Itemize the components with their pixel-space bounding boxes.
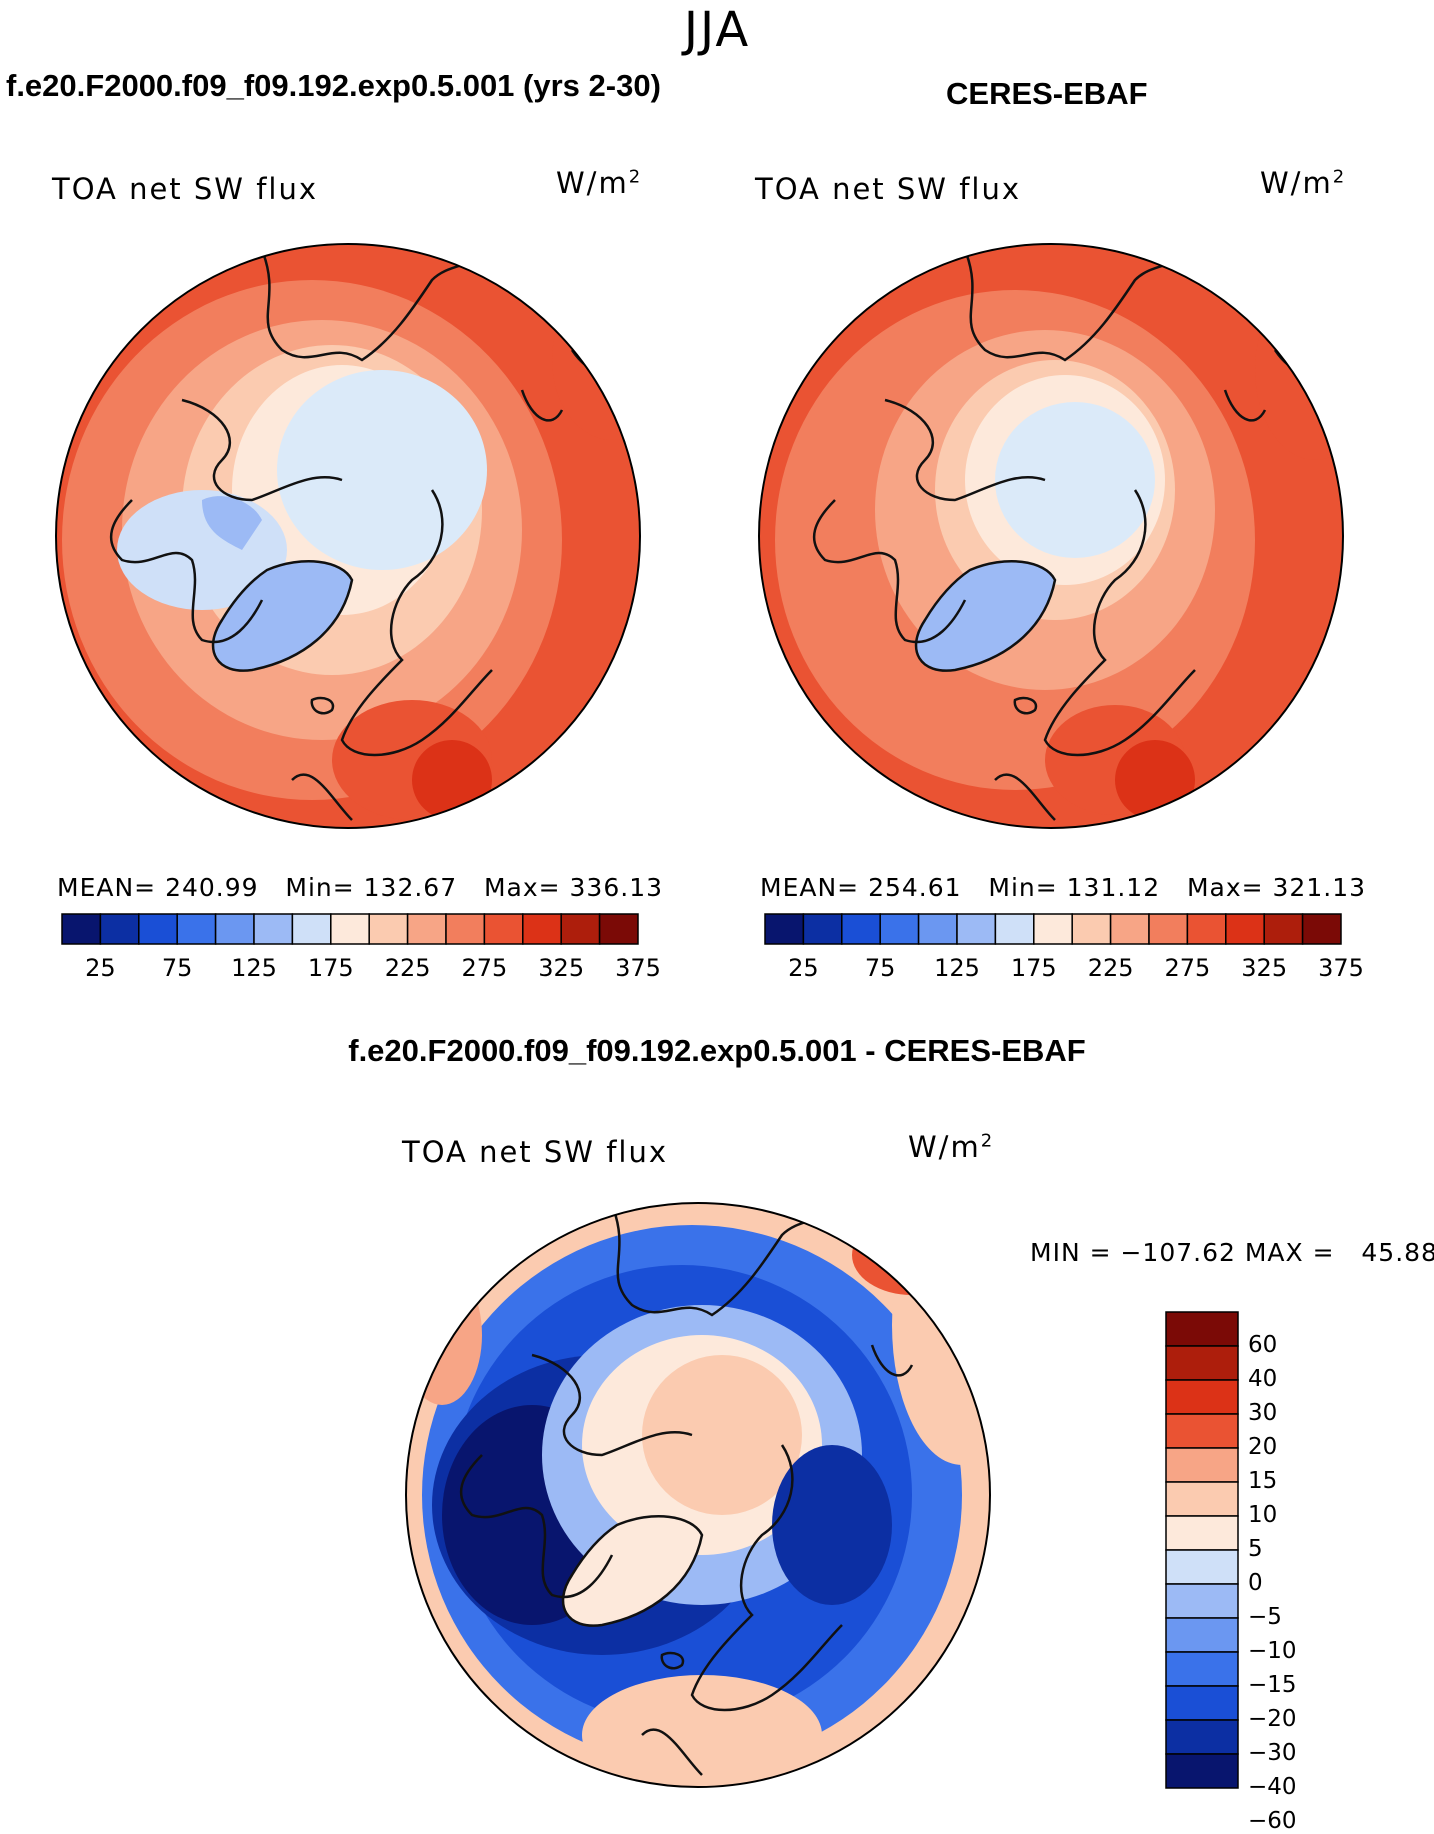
model-colorbar-tick-label: 75 — [161, 954, 193, 982]
obs-colorbar-swatch — [879, 913, 920, 945]
model-colorbar-swatch — [61, 913, 102, 945]
model-colorbar-swatch — [138, 913, 178, 945]
model-colorbar-tick-label: 375 — [615, 954, 661, 982]
obs-stats: MEAN= 254.61 Min= 131.12 Max= 321.13 — [760, 873, 1367, 902]
obs-colorbar-tick-label: 25 — [788, 954, 819, 982]
obs-polar-map — [758, 243, 1344, 829]
model-colorbar-swatch — [214, 913, 255, 945]
model-colorbar-swatch — [445, 913, 486, 945]
diff-colorbar-swatch — [1165, 1311, 1239, 1347]
model-colorbar-swatch — [598, 913, 639, 945]
obs-colorbar-swatch — [1301, 913, 1342, 945]
diff-colorbar-swatch — [1165, 1651, 1239, 1687]
diff-colorbar-tick-label: 10 — [1248, 1502, 1278, 1528]
diff-colorbar-tick-label: 0 — [1248, 1570, 1263, 1596]
model-colorbar-ticks: 25 75 125 175 225 275 325 375 — [62, 954, 661, 984]
diff-colorbar-tick-label: −5 — [1248, 1604, 1282, 1630]
obs-colorbar-tick-label: 225 — [1087, 954, 1134, 982]
model-colorbar-swatch — [253, 913, 294, 945]
model-colorbar-tick-label: 125 — [231, 954, 277, 982]
obs-colorbar-swatch — [802, 913, 843, 945]
diff-colorbar-tick-label: −30 — [1248, 1740, 1297, 1766]
obs-colorbar-swatch — [1186, 913, 1227, 945]
obs-colorbar-tick-label: 125 — [934, 954, 980, 982]
diff-colorbar-tick-label: −20 — [1248, 1706, 1297, 1732]
obs-case-title: CERES-EBAF — [946, 76, 1148, 111]
obs-colorbar-tick-label: 275 — [1164, 954, 1211, 982]
model-colorbar — [61, 913, 639, 945]
obs-colorbar-swatch — [956, 913, 997, 945]
model-colorbar-tick-label: 275 — [461, 954, 508, 982]
model-colorbar-swatch — [522, 913, 562, 945]
diff-colorbar-tick-label: −40 — [1248, 1774, 1297, 1800]
model-stats: MEAN= 240.99 Min= 132.67 Max= 336.13 — [57, 873, 664, 902]
model-colorbar-swatch — [99, 913, 140, 945]
obs-colorbar-swatch — [1263, 913, 1304, 945]
obs-colorbar-swatch — [1148, 913, 1189, 945]
diff-units: W/m2 — [908, 1130, 995, 1164]
season-title: JJA — [683, 2, 751, 58]
obs-colorbar-swatch — [1225, 913, 1265, 945]
obs-colorbar-swatch — [917, 913, 958, 945]
diff-case-title: f.e20.F2000.f09_f09.192.exp0.5.001 - CER… — [348, 1033, 1086, 1068]
obs-colorbar-swatch — [1033, 913, 1073, 945]
diff-colorbar-tick-label: 40 — [1248, 1366, 1278, 1392]
obs-colorbar-swatch — [841, 913, 881, 945]
diff-colorbar-swatch — [1165, 1549, 1239, 1585]
diff-polar-map — [405, 1202, 991, 1788]
diff-colorbar-tick-label: −15 — [1248, 1672, 1297, 1698]
diff-colorbar-tick-label: −60 — [1248, 1808, 1297, 1834]
model-variable-label: TOA net SW flux — [52, 172, 319, 206]
obs-variable-label: TOA net SW flux — [755, 172, 1022, 206]
model-polar-map — [55, 243, 641, 829]
model-colorbar-swatch — [483, 913, 524, 945]
diff-colorbar-swatch — [1165, 1719, 1239, 1755]
diff-colorbar-swatch — [1165, 1515, 1239, 1551]
obs-colorbar-tick-label: 325 — [1241, 954, 1288, 982]
obs-colorbar-swatch — [1109, 913, 1150, 945]
model-colorbar-tick-label: 175 — [307, 954, 354, 982]
diff-variable-label: TOA net SW flux — [402, 1135, 669, 1169]
model-colorbar-swatch — [330, 913, 370, 945]
model-colorbar-tick-label: 25 — [85, 954, 116, 982]
obs-colorbar-swatch — [994, 913, 1035, 945]
diff-colorbar-tick-label: 60 — [1248, 1332, 1278, 1358]
diff-colorbar-tick-label: 20 — [1248, 1434, 1278, 1460]
obs-colorbar-swatch — [1071, 913, 1112, 945]
diff-colorbar-swatch — [1165, 1345, 1239, 1381]
model-colorbar-swatch — [560, 913, 601, 945]
diff-colorbar-tick-label: 30 — [1248, 1400, 1278, 1426]
obs-colorbar — [764, 913, 1342, 945]
diff-colorbar-swatch — [1165, 1481, 1239, 1517]
diff-colorbar-tick-label: 15 — [1248, 1468, 1278, 1494]
diff-colorbar-swatch — [1165, 1617, 1239, 1653]
model-colorbar-swatch — [176, 913, 217, 945]
diff-colorbar-tick-label: 5 — [1248, 1536, 1263, 1562]
obs-colorbar-ticks: 25 75 125 175 225 275 325 375 — [765, 954, 1364, 984]
diff-stats: MIN = −107.62 MAX = 45.88 — [1030, 1238, 1434, 1267]
diff-colorbar-swatch — [1165, 1447, 1239, 1483]
obs-colorbar-swatch — [764, 913, 805, 945]
model-case-title: f.e20.F2000.f09_f09.192.exp0.5.001 (yrs … — [6, 68, 661, 103]
diff-colorbar — [1165, 1311, 1239, 1789]
obs-colorbar-tick-label: 375 — [1318, 954, 1364, 982]
model-units: W/m2 — [556, 166, 643, 200]
diff-colorbar-swatch — [1165, 1413, 1239, 1449]
obs-units: W/m2 — [1260, 166, 1347, 200]
diff-colorbar-swatch — [1165, 1379, 1239, 1415]
diff-colorbar-ticks: 60 40 30 20 15 10 5 0 −5 −10 −15 −20 −30 −40 −60 — [1248, 1312, 1328, 1834]
diff-colorbar-swatch — [1165, 1583, 1239, 1619]
diff-colorbar-tick-label: −10 — [1248, 1638, 1297, 1664]
model-colorbar-swatch — [368, 913, 409, 945]
model-colorbar-tick-label: 225 — [384, 954, 431, 982]
obs-colorbar-tick-label: 75 — [864, 954, 896, 982]
diff-colorbar-swatch — [1165, 1685, 1239, 1721]
obs-colorbar-tick-label: 175 — [1010, 954, 1057, 982]
model-colorbar-swatch — [406, 913, 447, 945]
model-colorbar-tick-label: 325 — [538, 954, 585, 982]
diff-colorbar-swatch — [1165, 1753, 1239, 1789]
model-colorbar-swatch — [291, 913, 332, 945]
